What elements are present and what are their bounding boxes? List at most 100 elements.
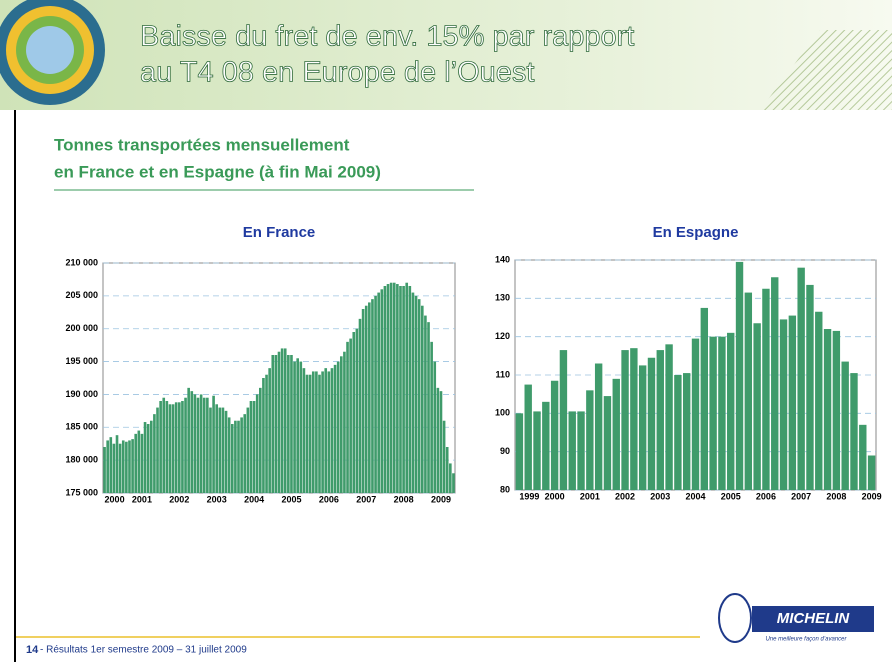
- y-tick-label: 185 000: [65, 422, 98, 432]
- bar: [284, 348, 287, 493]
- bar: [815, 312, 822, 490]
- bar: [352, 332, 355, 493]
- bar: [595, 364, 602, 491]
- chart-title: En Espagne: [653, 224, 739, 241]
- bar: [265, 375, 268, 493]
- x-tick-label: 2006: [319, 494, 339, 504]
- bar: [106, 440, 109, 493]
- bar: [368, 302, 371, 493]
- bar: [159, 401, 162, 493]
- bar: [194, 394, 197, 493]
- bar: [446, 447, 449, 493]
- bar: [240, 417, 243, 493]
- bar: [275, 355, 278, 493]
- bar: [262, 378, 265, 493]
- x-tick-label: 2004: [244, 494, 264, 504]
- bar: [334, 365, 337, 493]
- bar: [430, 342, 433, 493]
- bar: [371, 299, 374, 493]
- bar: [116, 435, 119, 493]
- bar: [362, 309, 365, 493]
- bar: [586, 390, 593, 490]
- bar: [393, 283, 396, 493]
- bar: [440, 391, 443, 493]
- y-tick-label: 90: [500, 446, 510, 456]
- x-tick-label: 2003: [650, 491, 670, 501]
- bar: [197, 398, 200, 493]
- bar: [433, 362, 436, 493]
- bar: [138, 431, 141, 493]
- bar: [228, 417, 231, 493]
- bar: [449, 463, 452, 493]
- bar: [674, 375, 681, 490]
- bar: [256, 394, 259, 493]
- header-band: [0, 0, 892, 110]
- bar: [296, 358, 299, 493]
- bar: [377, 293, 380, 493]
- bar: [131, 439, 134, 493]
- y-tick-label: 140: [495, 254, 510, 264]
- x-tick-label: 2008: [826, 491, 846, 501]
- bar: [402, 286, 405, 493]
- bar: [421, 306, 424, 493]
- y-tick-label: 200 000: [65, 323, 98, 333]
- subtitle: en France et en Espagne (à fin Mai 2009): [54, 162, 381, 181]
- bar: [287, 355, 290, 493]
- bar: [621, 350, 628, 490]
- slide-title: Baisse du fret de env. 15% par rapport: [140, 21, 634, 53]
- bar: [125, 442, 128, 493]
- brand: MICHELIN: [777, 610, 851, 627]
- bar: [613, 379, 620, 490]
- bar: [190, 391, 193, 493]
- bar: [306, 375, 309, 493]
- x-tick-label: 2003: [207, 494, 227, 504]
- bar: [648, 358, 655, 490]
- bar: [128, 440, 131, 493]
- bar: [234, 421, 237, 493]
- bar: [166, 401, 169, 493]
- x-tick-label: 2007: [791, 491, 811, 501]
- bar: [346, 342, 349, 493]
- bar: [259, 388, 262, 493]
- bar: [424, 316, 427, 493]
- bar: [343, 352, 346, 493]
- page-number: 14: [26, 644, 39, 656]
- bar: [312, 371, 315, 493]
- bar: [850, 373, 857, 490]
- bar: [415, 296, 418, 493]
- bar: [209, 408, 212, 493]
- y-tick-label: 205 000: [65, 290, 98, 300]
- x-tick-label: 2001: [132, 494, 152, 504]
- y-tick-label: 195 000: [65, 356, 98, 366]
- bar: [399, 286, 402, 493]
- x-tick-label: 2006: [756, 491, 776, 501]
- bar: [147, 424, 150, 493]
- bar: [203, 398, 206, 493]
- x-tick-label: 2005: [721, 491, 741, 501]
- bar: [187, 388, 190, 493]
- slide-title: au T4 08 en Europe de l’Ouest: [140, 57, 534, 89]
- bar: [525, 385, 532, 490]
- bar: [569, 411, 576, 490]
- bar: [374, 296, 377, 493]
- bar: [231, 424, 234, 493]
- bar: [727, 333, 734, 490]
- bar: [359, 319, 362, 493]
- x-tick-label: 2001: [580, 491, 600, 501]
- bar: [299, 362, 302, 493]
- bar: [753, 323, 760, 490]
- bar: [268, 368, 271, 493]
- bar: [824, 329, 831, 490]
- x-tick-label: 2004: [685, 491, 705, 501]
- bar: [278, 352, 281, 493]
- y-tick-label: 190 000: [65, 389, 98, 399]
- bar: [222, 408, 225, 493]
- bar: [225, 411, 228, 493]
- bar: [762, 289, 769, 490]
- bar: [237, 421, 240, 493]
- bar: [349, 339, 352, 493]
- bar: [797, 268, 804, 490]
- bar: [551, 381, 558, 490]
- y-tick-label: 110: [495, 369, 510, 379]
- bar: [324, 368, 327, 493]
